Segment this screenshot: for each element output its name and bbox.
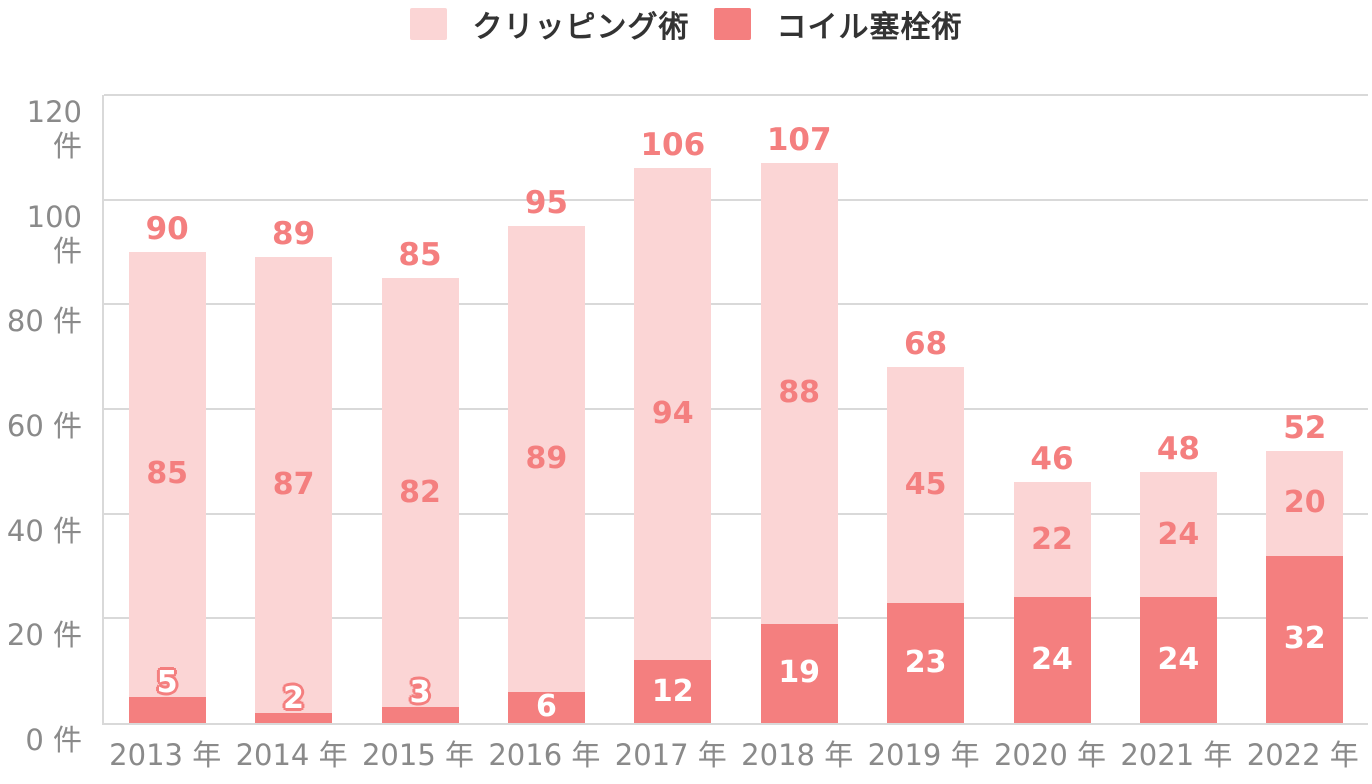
clipping-segment: 22 <box>1013 482 1091 598</box>
y-tick-label-60: 60 件 <box>6 409 82 443</box>
bar-group-2022年: 20 32 52 <box>1266 411 1344 723</box>
y-tick-label-0: 0 件 <box>25 723 82 757</box>
total-value-label: 52 <box>1283 409 1327 446</box>
bar-group-2013年: 85 5 90 <box>128 212 206 723</box>
clipping-segment: 89 <box>507 225 585 692</box>
bar-group-2015年: 82 3 85 <box>381 238 459 723</box>
bar-group-2020年: 22 24 46 <box>1013 442 1091 723</box>
total-value-label: 107 <box>766 122 832 159</box>
clipping-value-label: 85 <box>146 456 189 492</box>
clipping-value-label: 45 <box>904 466 947 502</box>
coil-value-label: 3 <box>409 675 431 711</box>
clipping-value-label: 94 <box>651 396 694 432</box>
y-tick-label-40: 40 件 <box>6 513 82 548</box>
x-tick-label-2017年: 2017 年 <box>614 738 727 772</box>
coil-segment: 32 <box>1266 555 1344 723</box>
bar-group-2017年: 94 12 106 <box>634 128 712 723</box>
gridline-100 <box>104 198 1368 201</box>
clipping-value-label: 88 <box>778 375 821 411</box>
gridline-120 <box>104 94 1368 96</box>
x-tick-label-2018年: 2018 年 <box>741 738 854 772</box>
y-tick-label-120: 120 件 <box>26 95 82 163</box>
coil-value-label: 24 <box>1157 642 1200 678</box>
coil-value-label: 6 <box>535 689 557 725</box>
x-tick-label-2020年: 2020 年 <box>993 738 1106 772</box>
legend-swatch-clipping-icon <box>409 8 447 40</box>
clipping-value-label: 89 <box>525 440 568 476</box>
total-value-label: 68 <box>904 326 948 363</box>
x-tick-label-2021年: 2021 年 <box>1120 738 1233 772</box>
total-value-label: 89 <box>272 216 316 253</box>
coil-segment <box>381 707 459 723</box>
coil-value-label: 12 <box>651 673 694 709</box>
y-axis-labels: 0 件 20 件 40 件 60 件 80 件 100 件 120 件 <box>0 95 88 757</box>
gridline-20 <box>104 617 1368 620</box>
total-value-label: 95 <box>524 184 568 221</box>
coil-value-label: 24 <box>1031 642 1073 678</box>
total-value-label: 90 <box>145 211 189 247</box>
bar-group-2018年: 88 19 107 <box>760 123 838 723</box>
legend-label-clipping: クリッピング術 <box>472 10 690 45</box>
coil-segment: 24 <box>1139 597 1217 723</box>
coil-value-label: 19 <box>778 655 821 691</box>
gridline-80 <box>104 303 1368 306</box>
gridline-40 <box>104 512 1368 515</box>
x-tick-label-2019年: 2019 年 <box>867 738 980 772</box>
total-value-label: 48 <box>1156 430 1200 467</box>
clipping-segment: 82 <box>381 278 459 708</box>
coil-segment: 6 <box>507 689 585 725</box>
clipping-value-label: 22 <box>1031 521 1073 557</box>
clipping-segment: 24 <box>1139 471 1217 598</box>
coil-segment <box>128 696 206 723</box>
chart-legend: クリッピング術 コイル塞栓術 <box>0 2 1372 46</box>
bar-group-2014年: 87 2 89 <box>255 217 333 723</box>
clipping-segment: 85 <box>128 252 206 697</box>
x-tick-label-2022年: 2022 年 <box>1246 738 1359 772</box>
x-tick-label-2015年: 2015 年 <box>361 738 474 772</box>
clipping-segment: 88 <box>760 163 838 624</box>
coil-segment: 19 <box>760 623 838 723</box>
legend-item-clipping: クリッピング術 <box>409 2 690 46</box>
x-tick-label-2013年: 2013 年 <box>109 738 222 772</box>
x-tick-label-2014年: 2014 年 <box>235 738 348 772</box>
legend-swatch-coil-icon <box>713 8 751 40</box>
clipping-segment: 45 <box>887 367 965 603</box>
coil-segment: 12 <box>634 660 712 723</box>
legend-item-coil: コイル塞栓術 <box>713 2 963 46</box>
clipping-segment: 94 <box>634 168 712 661</box>
bar-group-2016年: 89 6 95 <box>507 186 585 725</box>
coil-segment: 23 <box>887 602 965 723</box>
clipping-segment: 87 <box>255 257 333 713</box>
bar-group-2021年: 24 24 48 <box>1139 432 1217 723</box>
plot-area: 85 5 90 87 2 89 82 3 85 89 6 95 94 12 106 88 19 107 45 23 68… <box>102 94 1368 725</box>
total-value-label: 85 <box>398 237 442 274</box>
clipping-value-label: 87 <box>272 466 315 502</box>
coil-value-label: 23 <box>904 644 947 680</box>
coil-value-label: 5 <box>156 664 178 700</box>
total-value-label: 106 <box>640 127 706 164</box>
y-tick-label-80: 80 件 <box>6 304 82 339</box>
coil-segment <box>255 712 333 723</box>
clipping-value-label: 24 <box>1157 516 1200 552</box>
coil-segment: 24 <box>1013 597 1091 723</box>
x-tick-label-2016年: 2016 年 <box>488 738 601 772</box>
coil-value-label: 32 <box>1283 621 1326 657</box>
bar-group-2019年: 45 23 68 <box>887 327 965 723</box>
y-tick-label-100: 100 件 <box>26 199 82 268</box>
clipping-value-label: 20 <box>1283 485 1326 521</box>
clipping-segment: 20 <box>1266 450 1344 556</box>
legend-label-coil: コイル塞栓術 <box>776 10 963 45</box>
clipping-value-label: 82 <box>399 474 441 510</box>
x-axis-labels: 2013 年 2014 年 2015 年 2016 年 2017 年 2018 年 2019… <box>102 737 1366 777</box>
gridline-60 <box>104 408 1368 410</box>
coil-value-label: 2 <box>283 680 305 716</box>
y-tick-label-20: 20 件 <box>6 618 82 653</box>
total-value-label: 46 <box>1030 441 1074 478</box>
